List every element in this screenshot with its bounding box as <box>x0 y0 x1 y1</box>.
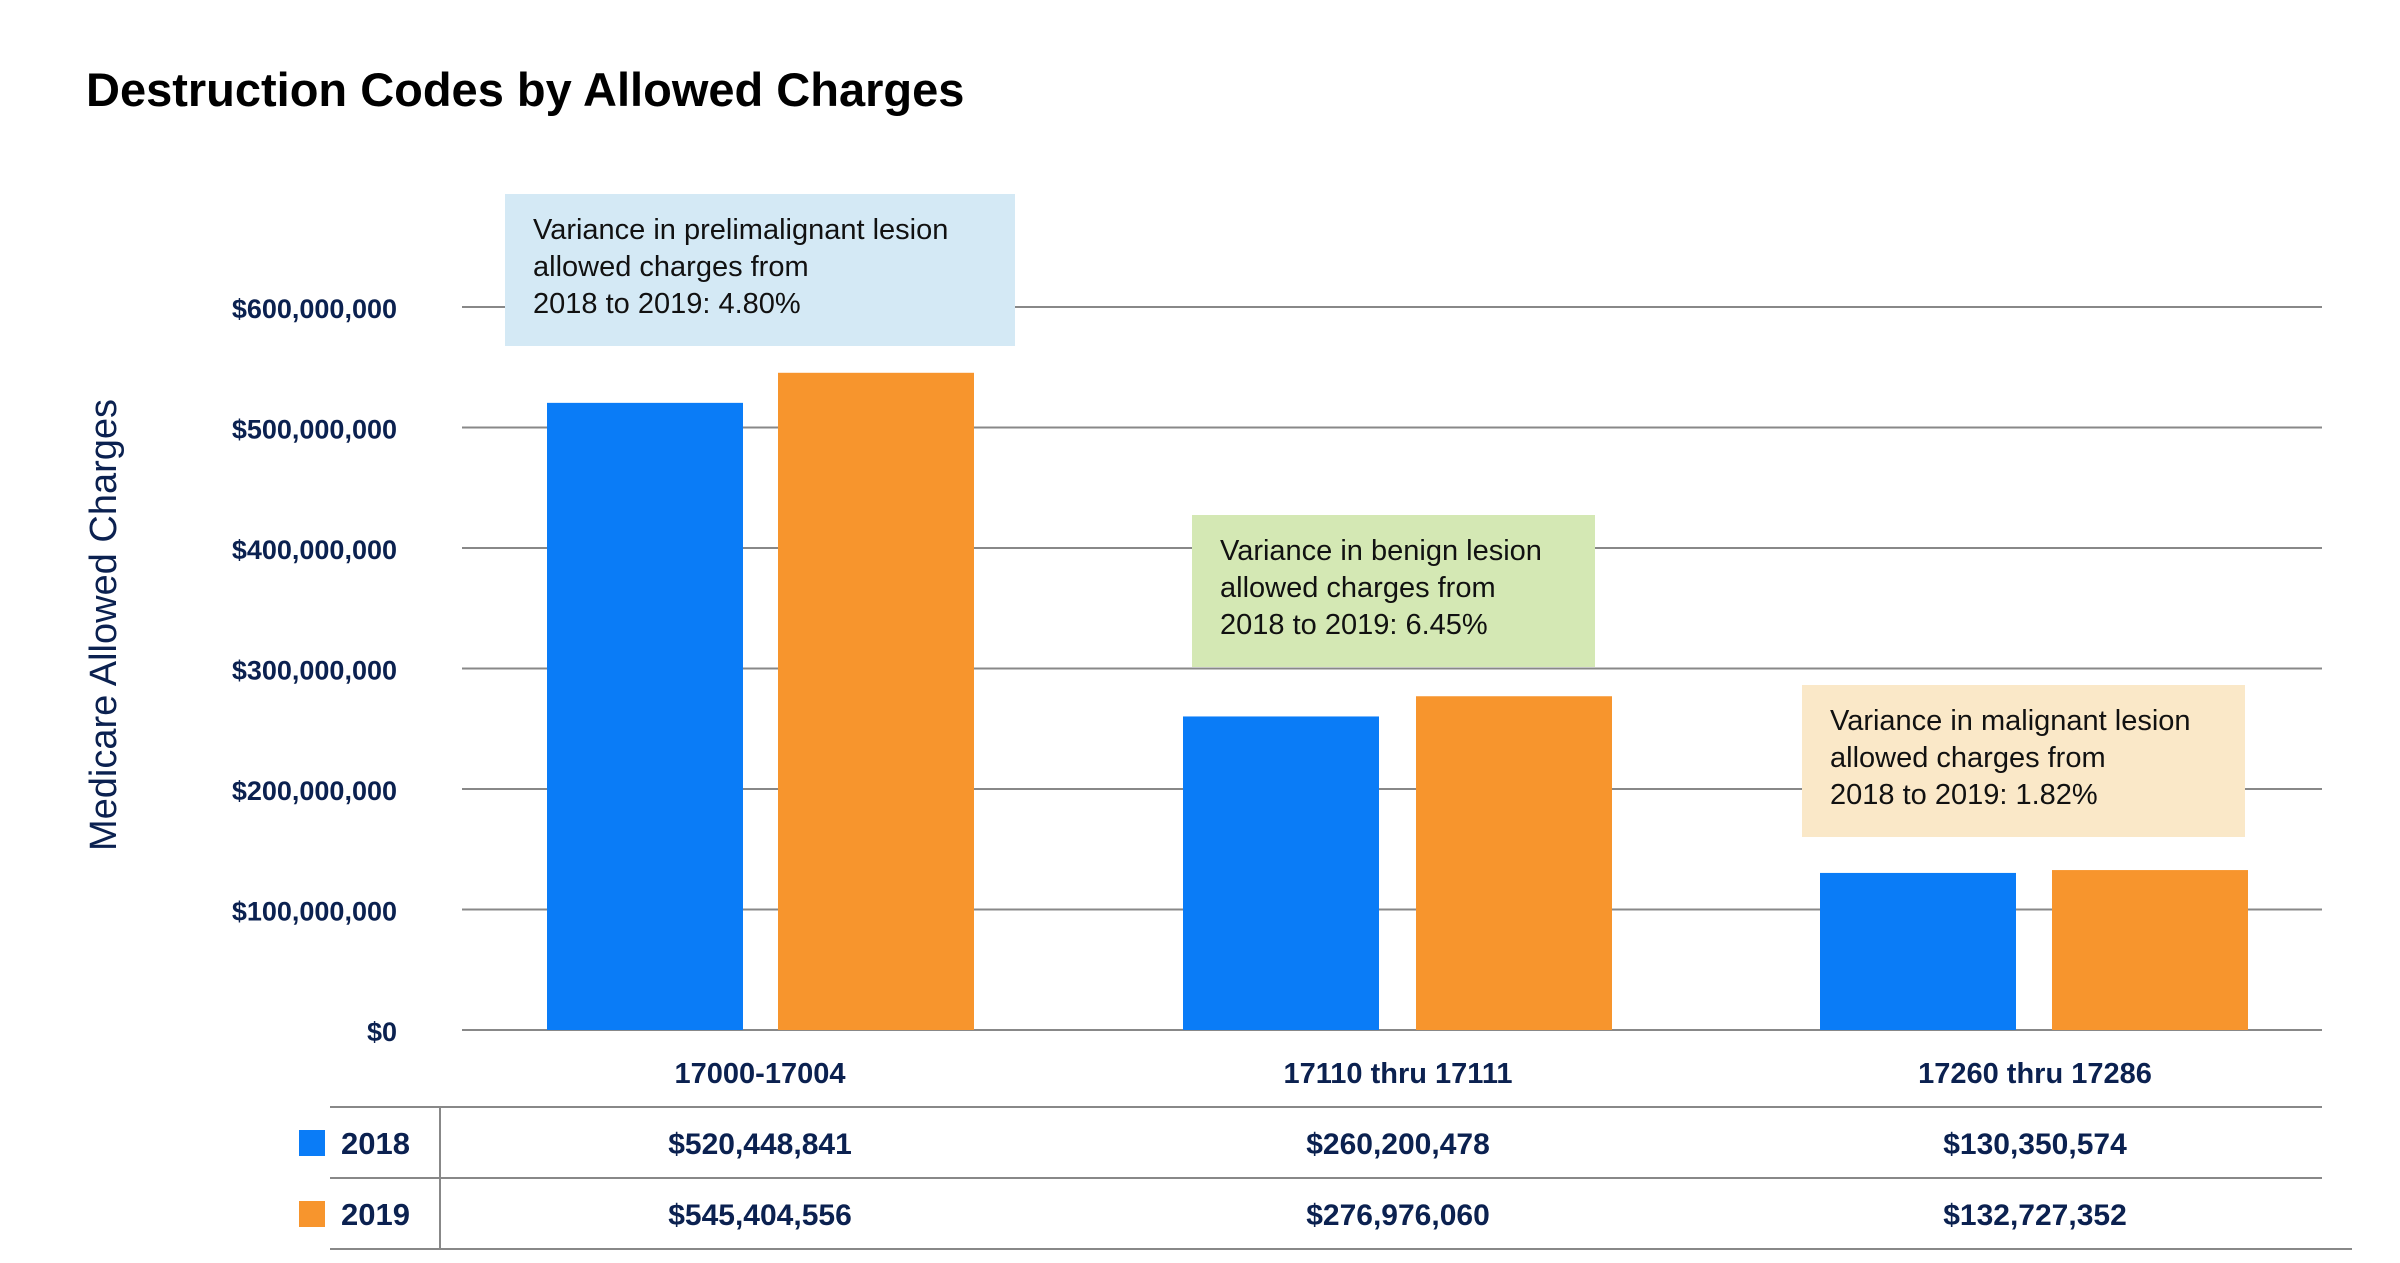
legend-swatch-2019 <box>299 1201 325 1227</box>
category-label: 17110 thru 17111 <box>1284 1058 1513 1090</box>
annotation-line: 2018 to 2019: 4.80% <box>533 288 801 320</box>
category-label: 17260 thru 17286 <box>1918 1058 2152 1090</box>
annotation-line: 2018 to 2019: 1.82% <box>1830 779 2098 811</box>
table-value: $276,976,060 <box>1306 1199 1490 1232</box>
y-tick-label: $400,000,000 <box>232 535 397 565</box>
annotation-line: allowed charges from <box>1830 742 2106 774</box>
y-tick-label: $100,000,000 <box>232 897 397 927</box>
y-tick-label: $200,000,000 <box>232 776 397 806</box>
bar-2018 <box>1183 716 1379 1030</box>
y-tick-label: $500,000,000 <box>232 415 397 445</box>
annotation-benign: Variance in benign lesion allowed charge… <box>1192 515 1595 667</box>
legend-label: 2018 <box>341 1126 410 1161</box>
table-value: $545,404,556 <box>668 1199 852 1232</box>
annotation-line: allowed charges from <box>1220 572 1496 604</box>
table-value: $132,727,352 <box>1943 1199 2127 1232</box>
category-label: 17000-17004 <box>675 1058 846 1090</box>
table-value: $260,200,478 <box>1306 1128 1490 1161</box>
annotation-prelimalignant: Variance in prelimalignant lesion allowe… <box>505 194 1015 346</box>
annotation-line: 2018 to 2019: 6.45% <box>1220 609 1488 641</box>
annotation-line: Variance in benign lesion <box>1220 535 1542 567</box>
bar-2019 <box>1416 696 1612 1030</box>
bar-2019 <box>2052 870 2248 1030</box>
annotation-line: Variance in prelimalignant lesion <box>533 214 949 246</box>
y-tick-label: $300,000,000 <box>232 656 397 686</box>
annotation-line: Variance in malignant lesion <box>1830 705 2191 737</box>
bar-2018 <box>1820 872 2016 1030</box>
y-tick-label: $0 <box>367 1017 397 1047</box>
bar-2019 <box>778 372 974 1031</box>
chart-title: Destruction Codes by Allowed Charges <box>86 63 965 116</box>
table-value: $520,448,841 <box>668 1128 852 1161</box>
legend-swatch-2018 <box>299 1130 325 1156</box>
y-tick-label: $600,000,000 <box>232 294 397 324</box>
bar-2018 <box>547 402 743 1031</box>
table-value: $130,350,574 <box>1943 1128 2127 1161</box>
annotation-malignant: Variance in malignant lesion allowed cha… <box>1802 685 2245 837</box>
annotation-line: allowed charges from <box>533 251 809 283</box>
legend-label: 2019 <box>341 1197 410 1232</box>
y-axis-label: Medicare Allowed Charges <box>83 399 125 851</box>
